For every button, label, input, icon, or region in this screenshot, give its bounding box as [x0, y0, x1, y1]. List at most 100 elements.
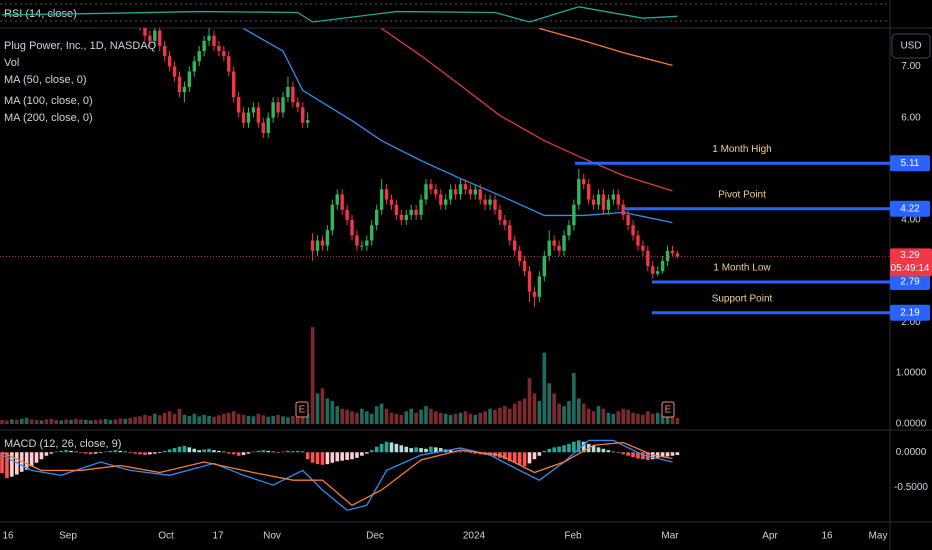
candle-body — [641, 245, 645, 251]
macd-histogram-bar — [641, 452, 645, 460]
volume-bar — [310, 327, 315, 424]
macd-histogram-bar — [167, 449, 172, 453]
volume-bar — [631, 412, 635, 424]
candle-body — [315, 240, 320, 251]
candle-body — [414, 209, 418, 215]
candle-body — [517, 250, 522, 262]
level-label: Support Point — [712, 293, 773, 304]
volume-bar — [646, 411, 650, 424]
volume-bar — [567, 401, 571, 424]
candle-body — [340, 194, 344, 210]
volume-bar — [207, 415, 211, 424]
candle-body — [537, 276, 542, 297]
macd-histogram-bar — [389, 442, 394, 453]
macd-tick-label: -0.5000 — [894, 482, 928, 493]
macd-histogram-bar — [473, 452, 478, 454]
candle-body — [547, 240, 551, 256]
macd-histogram-bar — [138, 452, 142, 455]
candle-body — [236, 97, 241, 113]
macd-histogram-bar — [291, 451, 295, 453]
volume-bar — [226, 412, 231, 424]
ma-legend: MA (200, close, 0) — [4, 112, 93, 124]
candle-body — [143, 28, 147, 36]
symbol-title: Plug Power, Inc., 1D, NASDAQ — [4, 40, 157, 52]
volume-bar — [88, 420, 93, 424]
macd-histogram-bar — [660, 452, 665, 458]
volume-bar — [360, 408, 364, 424]
macd-histogram-bar — [84, 452, 88, 454]
volume-bar — [118, 418, 123, 424]
candle-body — [631, 225, 635, 236]
candle-body — [675, 253, 680, 257]
macd-histogram-bar — [350, 452, 354, 460]
volume-bar — [128, 417, 132, 424]
volume-bar — [325, 398, 330, 424]
candle-body — [493, 199, 497, 210]
candle-body — [335, 194, 339, 205]
macd-histogram-bar — [256, 450, 261, 453]
signal-line — [1, 441, 673, 507]
macd-histogram-bar — [187, 447, 192, 453]
macd-histogram-bar — [276, 452, 280, 453]
volume-bar — [488, 408, 492, 424]
candle-body — [256, 107, 261, 123]
macd-histogram-bar — [182, 445, 187, 453]
macd-histogram-bar — [315, 452, 320, 465]
volume-bar — [675, 417, 680, 424]
currency-label[interactable]: USD — [900, 41, 921, 52]
volume-bar — [507, 408, 512, 424]
macd-histogram-bar — [157, 452, 162, 453]
candle-body — [350, 220, 354, 236]
volume-bar — [222, 413, 226, 424]
volume-bar — [14, 419, 19, 424]
macd-histogram-bar — [438, 448, 443, 453]
moving-average — [381, 28, 673, 192]
moving-average — [539, 28, 673, 67]
macd-histogram-bar — [39, 452, 44, 460]
macd-histogram-bar — [108, 450, 113, 453]
macd-histogram-bar — [103, 451, 108, 453]
candle-body — [261, 122, 265, 133]
candle-body — [399, 214, 404, 221]
macd-histogram-bar — [414, 447, 418, 453]
candle-body — [355, 235, 359, 246]
macd-histogram-bar — [64, 450, 68, 453]
volume-bar — [5, 420, 9, 424]
level-label: Pivot Point — [718, 189, 766, 200]
candle-body — [670, 250, 675, 254]
macd-histogram-bar — [241, 452, 246, 456]
volume-bar — [49, 418, 54, 424]
macd-histogram-bar — [409, 448, 413, 453]
volume-bar — [434, 411, 438, 424]
macd-histogram-bar — [231, 452, 236, 455]
volume-bar — [133, 416, 137, 424]
macd-histogram-bar — [384, 441, 389, 453]
candle-body — [557, 245, 561, 251]
macd-histogram-bar — [581, 441, 586, 453]
volume-bar — [286, 417, 290, 424]
volume-bar — [84, 419, 88, 424]
volume-bar — [355, 412, 359, 424]
volume-bar — [660, 414, 665, 424]
macd-histogram-bar — [369, 450, 374, 453]
volume-bar — [241, 414, 246, 424]
macd-histogram-bar — [212, 450, 216, 453]
volume-bar — [611, 413, 616, 424]
countdown: 05:49:14 — [891, 263, 930, 274]
candle-body — [434, 189, 438, 195]
candle-body — [439, 194, 443, 205]
macd-histogram-bar — [429, 446, 433, 453]
volume-bar — [601, 408, 606, 424]
candle-body — [271, 102, 275, 118]
level-value: 2.79 — [900, 277, 920, 288]
macd-histogram-bar — [236, 452, 241, 456]
candle-body — [636, 235, 640, 246]
candle-body — [365, 240, 369, 246]
currency-button[interactable] — [891, 33, 931, 59]
volume-bar — [29, 419, 34, 424]
macd-histogram-bar — [128, 452, 132, 453]
volume-bar — [586, 408, 591, 424]
volume-bar — [379, 403, 384, 424]
volume-bar — [384, 408, 389, 424]
macd-histogram-bar — [379, 443, 384, 453]
